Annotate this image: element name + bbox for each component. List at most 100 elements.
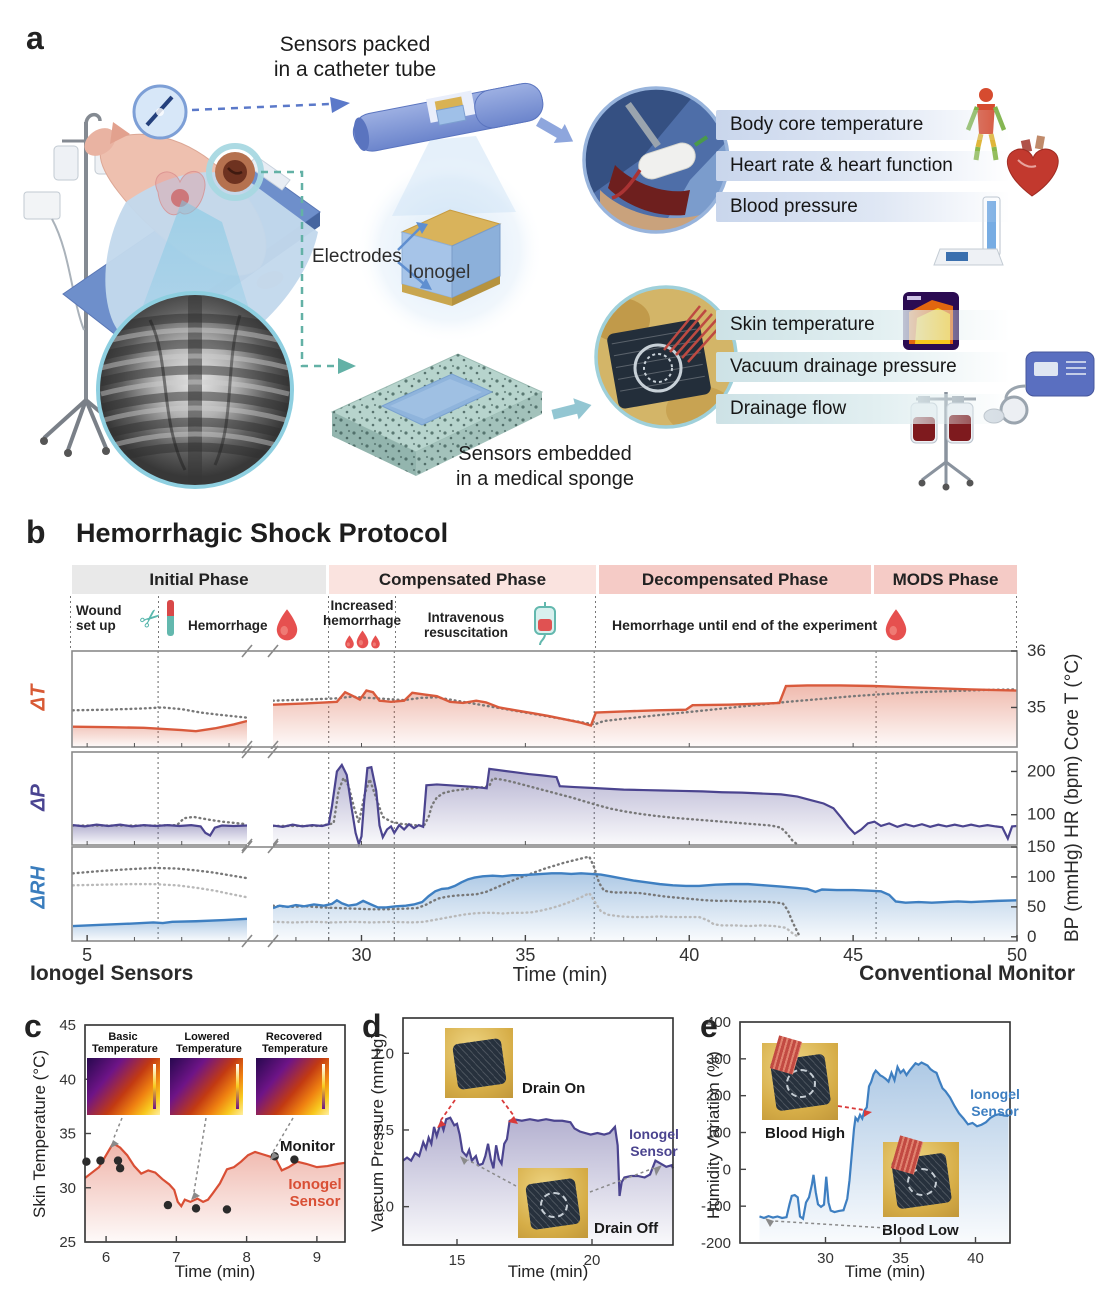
measurement-heart-rate: Heart rate & heart function: [716, 151, 1010, 181]
panel-b-xlabel: Time (min): [512, 964, 608, 986]
iv-pole-icon: [23, 113, 128, 457]
medical-sponge: [330, 353, 544, 476]
svg-text:0: 0: [723, 1161, 731, 1178]
event-hemorrhage-until-end: Hemorrhage until end of the experiment: [612, 608, 909, 642]
legend-ionogel-d: Ionogel Sensor: [629, 1126, 679, 1159]
electrode-arrows: [397, 222, 432, 290]
event-divider: [595, 596, 596, 650]
chart-skin-temperature: 25 30 35 40 45 6 7 8 9: [59, 1017, 346, 1266]
svg-text:100: 100: [706, 1125, 731, 1142]
svg-text:7: 7: [172, 1249, 180, 1266]
svg-text:100: 100: [1027, 805, 1055, 824]
chart-delta-p: 200 100: [71, 745, 1055, 852]
ionogel-cube: [400, 209, 502, 306]
catheter-tube: [352, 82, 544, 152]
svg-text:45: 45: [59, 1017, 76, 1034]
drain-on-label: Drain On: [522, 1080, 586, 1097]
svg-text:400: 400: [706, 1014, 731, 1031]
event-divider: [328, 596, 329, 650]
svg-text:50: 50: [1007, 945, 1027, 965]
legend-ionogel-e: Ionogel Sensor: [970, 1086, 1020, 1119]
svg-text:0: 0: [1027, 927, 1036, 946]
footer-conventional-monitor: Conventional Monitor: [859, 962, 1075, 985]
svg-text:100: 100: [1027, 867, 1055, 886]
svg-text:150: 150: [1027, 837, 1055, 856]
panel-d-label: d: [362, 1008, 382, 1044]
event-intravenous-resuscitation: Intravenous resuscitation: [408, 602, 560, 648]
svg-text:35: 35: [515, 945, 535, 965]
legend-ionogel-c: Ionogel Sensor: [288, 1176, 342, 1210]
svg-text:50: 50: [1027, 897, 1046, 916]
panel-b-title: Hemorrhagic Shock Protocol: [76, 518, 449, 548]
svg-text:30: 30: [817, 1250, 834, 1267]
svg-text:8: 8: [242, 1249, 250, 1266]
svg-text:6: 6: [102, 1249, 110, 1266]
thermal-image-lowered: [170, 1058, 243, 1115]
row-label-dP: ΔP: [27, 784, 50, 811]
panel-a-label: a: [26, 20, 44, 56]
svg-text:30: 30: [351, 945, 371, 965]
photo-blood-low: [883, 1134, 959, 1217]
measurement-skin-temperature: Skin temperature: [716, 310, 1010, 340]
photo-drain-on: [445, 1028, 513, 1098]
block-arrow-to-catheter-photo: [536, 117, 574, 144]
svg-text:5: 5: [82, 945, 92, 965]
arrowhead: [330, 97, 350, 113]
svg-text:35: 35: [892, 1250, 909, 1267]
drain-off-label: Drain Off: [594, 1220, 659, 1237]
chart-delta-t: 36 35: [71, 641, 1046, 754]
heart-icon: [1007, 135, 1059, 197]
event-divider: [70, 596, 71, 650]
panel-c-xlabel: Time (min): [174, 1262, 256, 1281]
electrodes-label: Electrodes: [312, 246, 402, 267]
measurement-body-core-temperature: Body core temperature: [716, 110, 1010, 140]
measurement-blood-pressure: Blood pressure: [716, 192, 1010, 222]
svg-text:-100: -100: [701, 1198, 731, 1215]
row-label-dRH: ΔRH: [27, 866, 50, 909]
svg-text:20: 20: [584, 1252, 601, 1269]
photo-blood-high: [762, 1035, 838, 1120]
svg-text:2.0: 2.0: [373, 1045, 394, 1062]
phase-decompensated: Decompensated Phase: [599, 565, 871, 594]
measurement-vacuum-drainage-pressure: Vacuum drainage pressure: [716, 352, 1010, 382]
blood-low-label: Blood Low: [882, 1222, 959, 1239]
row-label-dT: ΔT: [27, 684, 50, 711]
catheter-caption: Sensors packed in a catheter tube: [273, 33, 437, 81]
footer-ionogel-sensors: Ionogel Sensors: [30, 962, 194, 985]
event-increased-hemorrhage: Increased hemorrhage: [323, 598, 401, 649]
scalpel-icon: [166, 600, 174, 636]
svg-text:15: 15: [449, 1252, 466, 1269]
block-arrow-to-sponge-photo: [551, 398, 592, 420]
svg-text:200: 200: [706, 1088, 731, 1105]
blood-drop-icon: [274, 608, 300, 642]
scissors-icon: ✂: [133, 600, 168, 636]
blood-high-label: Blood High: [765, 1125, 845, 1142]
svg-text:9: 9: [313, 1249, 321, 1266]
svg-text:35: 35: [59, 1126, 76, 1143]
measurement-drainage-flow: Drainage flow: [716, 394, 1010, 424]
arrowhead: [338, 358, 356, 374]
svg-text:1.0: 1.0: [373, 1199, 394, 1216]
xray-image: [96, 291, 294, 489]
event-hemorrhage: Hemorrhage: [188, 608, 300, 642]
legend-monitor: Monitor: [280, 1138, 335, 1155]
panel-e-label: e: [700, 1008, 718, 1044]
svg-text:-200: -200: [701, 1235, 731, 1252]
phase-mods: MODS Phase: [874, 565, 1017, 594]
inset-title-basic: Basic Temperature: [92, 1031, 158, 1055]
photo-drain-off: [518, 1168, 588, 1238]
phase-initial: Initial Phase: [72, 565, 326, 594]
panel-c-label: c: [24, 1008, 42, 1044]
svg-text:36: 36: [1027, 641, 1046, 660]
inset-title-recovered: Recovered Temperature: [262, 1031, 328, 1055]
thermal-image-recovered: [256, 1058, 329, 1115]
svg-text:35: 35: [1027, 697, 1046, 716]
panel-d-xlabel: Time (min): [507, 1262, 589, 1281]
catheter-site-circle: [132, 84, 188, 140]
blood-drop-icon: [883, 608, 909, 642]
sponge-photo-circle: [594, 285, 738, 429]
svg-text:1.5: 1.5: [373, 1122, 394, 1139]
svg-text:30: 30: [59, 1180, 76, 1197]
